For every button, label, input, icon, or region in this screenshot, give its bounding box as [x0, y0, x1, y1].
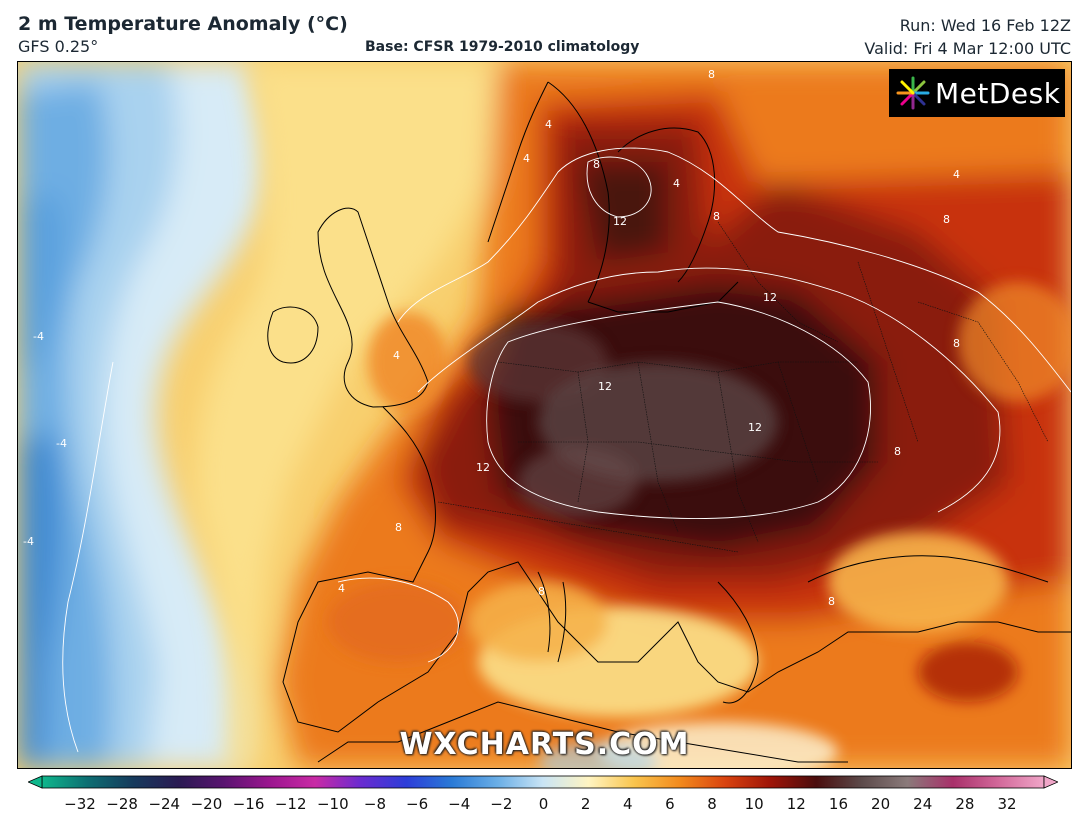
contour-label: 8 [828, 595, 835, 608]
coastlines [267, 81, 1071, 763]
temperature-anomaly-map[interactable]: -4 -4 -4 4 4 4 4 4 4 8 8 8 8 8 8 8 8 8 1… [17, 61, 1072, 769]
contour-label: 4 [953, 168, 960, 181]
cold-atlantic-anomaly [18, 62, 267, 768]
contour-label: 8 [538, 585, 545, 598]
contour-12-scandinavia [586, 156, 652, 218]
colorbar-tick-label: 20 [871, 795, 891, 813]
contour-label: 12 [476, 461, 490, 474]
colorbar [28, 774, 1058, 790]
contour-label: 4 [545, 118, 552, 131]
contour-4 [397, 147, 1071, 393]
contour-label: 12 [763, 291, 777, 304]
colorbar-tick-label: 28 [955, 795, 975, 813]
map-canvas: -4 -4 -4 4 4 4 4 4 4 8 8 8 8 8 8 8 8 8 1… [18, 62, 1071, 768]
colorbar-tick-label: −4 [448, 795, 471, 813]
colorbar-tick-label: −28 [106, 795, 138, 813]
colorbar-tick-label: 32 [997, 795, 1017, 813]
colorbar-tick-label: 2 [580, 795, 591, 813]
colorbar-tick-label: 4 [622, 795, 633, 813]
contour-label: 4 [338, 582, 345, 595]
metdesk-logo: MetDesk [889, 69, 1065, 117]
colorbar-tick-label: 10 [744, 795, 764, 813]
contour-label: 8 [713, 210, 720, 223]
colorbar-tick-label: 0 [538, 795, 549, 813]
contour-label: 8 [593, 158, 600, 171]
colorbar-max-arrow [1043, 775, 1058, 789]
contour-labels: -4 -4 -4 4 4 4 4 4 4 8 8 8 8 8 8 8 8 8 1… [23, 68, 960, 608]
valid-time-label: Valid: Fri 4 Mar 12:00 UTC [864, 39, 1071, 58]
contour-8 [417, 267, 1001, 513]
contour-label: 8 [953, 337, 960, 350]
colorbar-tick-label: 24 [913, 795, 933, 813]
colorbar-tick-label: 12 [786, 795, 806, 813]
contour-minus-4 [62, 361, 114, 753]
contour-label: 4 [673, 177, 680, 190]
contour-label: 12 [748, 421, 762, 434]
contour-label: 4 [393, 349, 400, 362]
contour-label: 12 [613, 215, 627, 228]
country-borders [437, 221, 1049, 553]
colorbar-tick-label: −20 [190, 795, 223, 813]
colorbar-tick-label: −16 [232, 795, 265, 813]
wxcharts-watermark: WXCHARTS.COM [399, 727, 690, 762]
colorbar-tick-label: −8 [363, 795, 387, 813]
colorbar-tick-label: −12 [274, 795, 307, 813]
model-label: GFS 0.25° [18, 37, 99, 56]
colorbar-tick-label: −6 [406, 795, 429, 813]
anomaly-contours [62, 147, 1071, 753]
contour-label: 8 [943, 213, 950, 226]
contour-label: -4 [33, 330, 44, 343]
colorbar-tick-label: 8 [707, 795, 717, 813]
contour-label: -4 [23, 535, 34, 548]
contour-label: 12 [598, 380, 612, 393]
run-time-label: Run: Wed 16 Feb 12Z [899, 16, 1071, 35]
contour-label: 4 [523, 152, 530, 165]
contour-8-iberia [337, 577, 459, 663]
contour-label: -4 [56, 437, 67, 450]
contour-label: 8 [708, 68, 715, 81]
colorbar-tick-labels: −32 −28 −24 −20 −16 −12 −10 −8 −6 −4 −2 0 2 4 6 8 10 12 16… [0, 795, 1088, 817]
colorbar-tick-label: −10 [316, 795, 349, 813]
climatology-base-label: Base: CFSR 1979-2010 climatology [365, 39, 640, 55]
contour-label: 8 [894, 445, 901, 458]
colorbar-tick-label: −24 [148, 795, 181, 813]
metdesk-starburst-icon [896, 76, 930, 110]
metdesk-logo-text: MetDesk [935, 76, 1061, 110]
contour-12 [486, 301, 871, 520]
colorbar-tick-label: 6 [665, 795, 675, 813]
colorbar-svg [28, 775, 1058, 789]
chart-title: 2 m Temperature Anomaly (°C) [18, 13, 348, 35]
colorbar-tick-label: 16 [828, 795, 848, 813]
contour-label: 8 [395, 521, 402, 534]
colorbar-min-arrow [28, 775, 43, 789]
colorbar-tick-label: −32 [64, 795, 96, 813]
colorbar-gradient [41, 775, 1045, 789]
colorbar-tick-label: −2 [490, 795, 513, 813]
